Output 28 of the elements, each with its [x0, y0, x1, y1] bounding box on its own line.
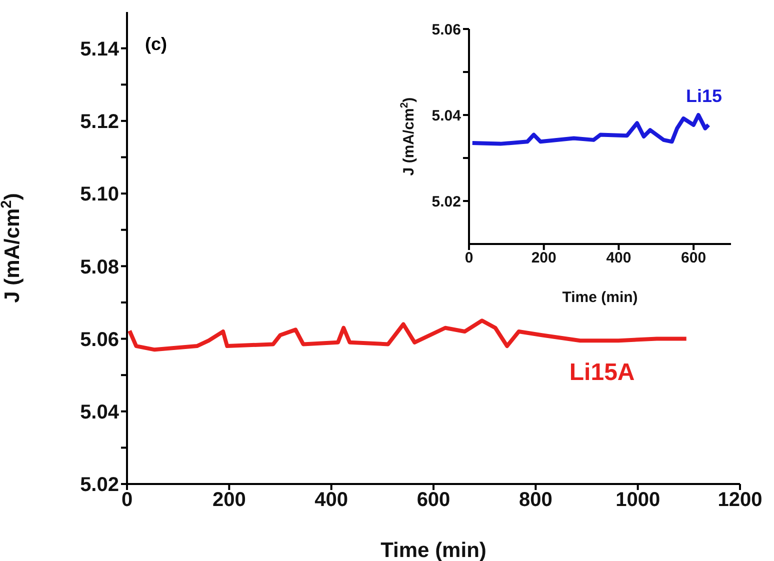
- series-label: Li15A: [569, 358, 635, 386]
- x-tick-label: 200: [531, 250, 556, 267]
- y-tick-label: 5.10: [80, 184, 119, 206]
- x-tick-label: 200: [212, 489, 246, 512]
- x-tick-label: 0: [464, 250, 474, 267]
- series-label: Li15: [686, 86, 722, 106]
- line-series: [470, 113, 711, 146]
- y-tick-label: 5.04: [432, 107, 462, 124]
- x-tick-label: 1000: [616, 489, 660, 512]
- x-tick-label: 600: [416, 489, 450, 512]
- x-axis-title: Time (min): [380, 539, 486, 561]
- y-tick-label: 5.06: [80, 328, 119, 351]
- x-tick-label: 400: [606, 250, 632, 267]
- x-tick-label: 800: [518, 489, 552, 512]
- annotation: (c): [145, 34, 167, 55]
- line-series: [128, 318, 688, 352]
- x-tick-label: 600: [681, 250, 706, 267]
- x-tick-label: 0: [121, 489, 133, 512]
- y-tick-label: 5.04: [80, 401, 120, 424]
- x-tick-label: 1200: [718, 489, 762, 512]
- x-axis-title: Time (min): [562, 289, 638, 306]
- y-tick-label: 5.02: [432, 193, 461, 210]
- x-tick-label: 400: [314, 489, 348, 512]
- y-tick-label: 5.08: [80, 256, 119, 278]
- y-tick-label: 5.02: [80, 474, 119, 496]
- y-tick-label: 5.14: [80, 38, 120, 60]
- y-tick-label: 5.12: [80, 111, 119, 134]
- y-tick-label: 5.06: [432, 21, 461, 38]
